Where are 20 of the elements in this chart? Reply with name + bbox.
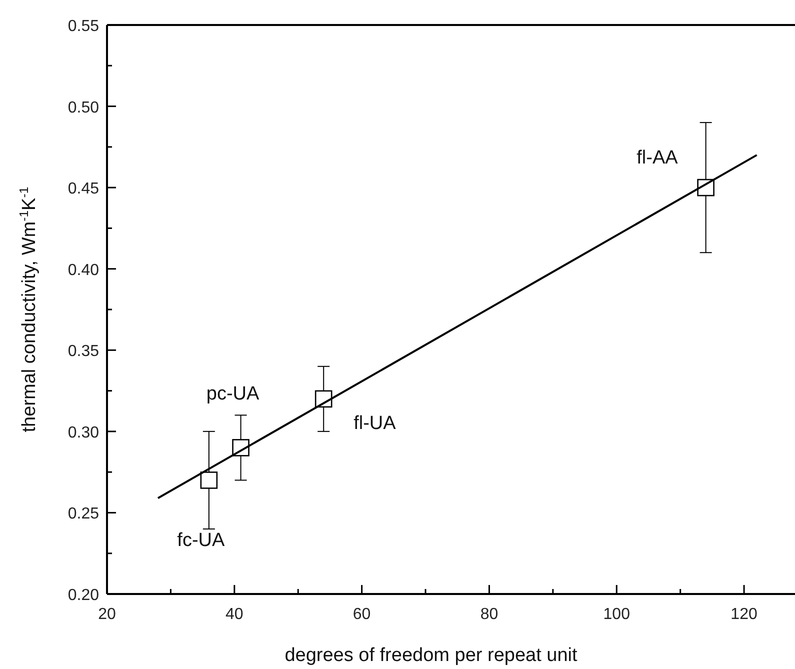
x-tick-label: 40 <box>226 606 244 623</box>
point <box>200 472 218 489</box>
x-axis-title: degrees of freedom per repeat unit <box>284 645 578 666</box>
x-tick-label: 60 <box>352 606 371 623</box>
y-tick-label: 0.20 <box>68 587 100 604</box>
y-tick-label: 0.45 <box>68 180 100 198</box>
x-tick-label: 20 <box>98 606 116 623</box>
annotation: fc-UA <box>177 530 226 552</box>
y-tick-label: 0.55 <box>68 18 100 35</box>
x-tick-label: 100 <box>603 606 630 623</box>
annotation: pc-UA <box>206 384 260 405</box>
x-tick-label: 120 <box>730 606 758 623</box>
x-tick-label: 80 <box>480 606 498 623</box>
y-tick-label: 0.30 <box>68 424 100 442</box>
y-tick-label: 0.35 <box>68 343 100 360</box>
y-tick-label: 0.25 <box>68 506 100 523</box>
y-tick-label: 0.40 <box>68 262 100 279</box>
annotation: fl-UA <box>354 412 396 434</box>
y-tick-label: 0.50 <box>68 99 100 116</box>
annotation: fl-AA <box>636 148 678 169</box>
